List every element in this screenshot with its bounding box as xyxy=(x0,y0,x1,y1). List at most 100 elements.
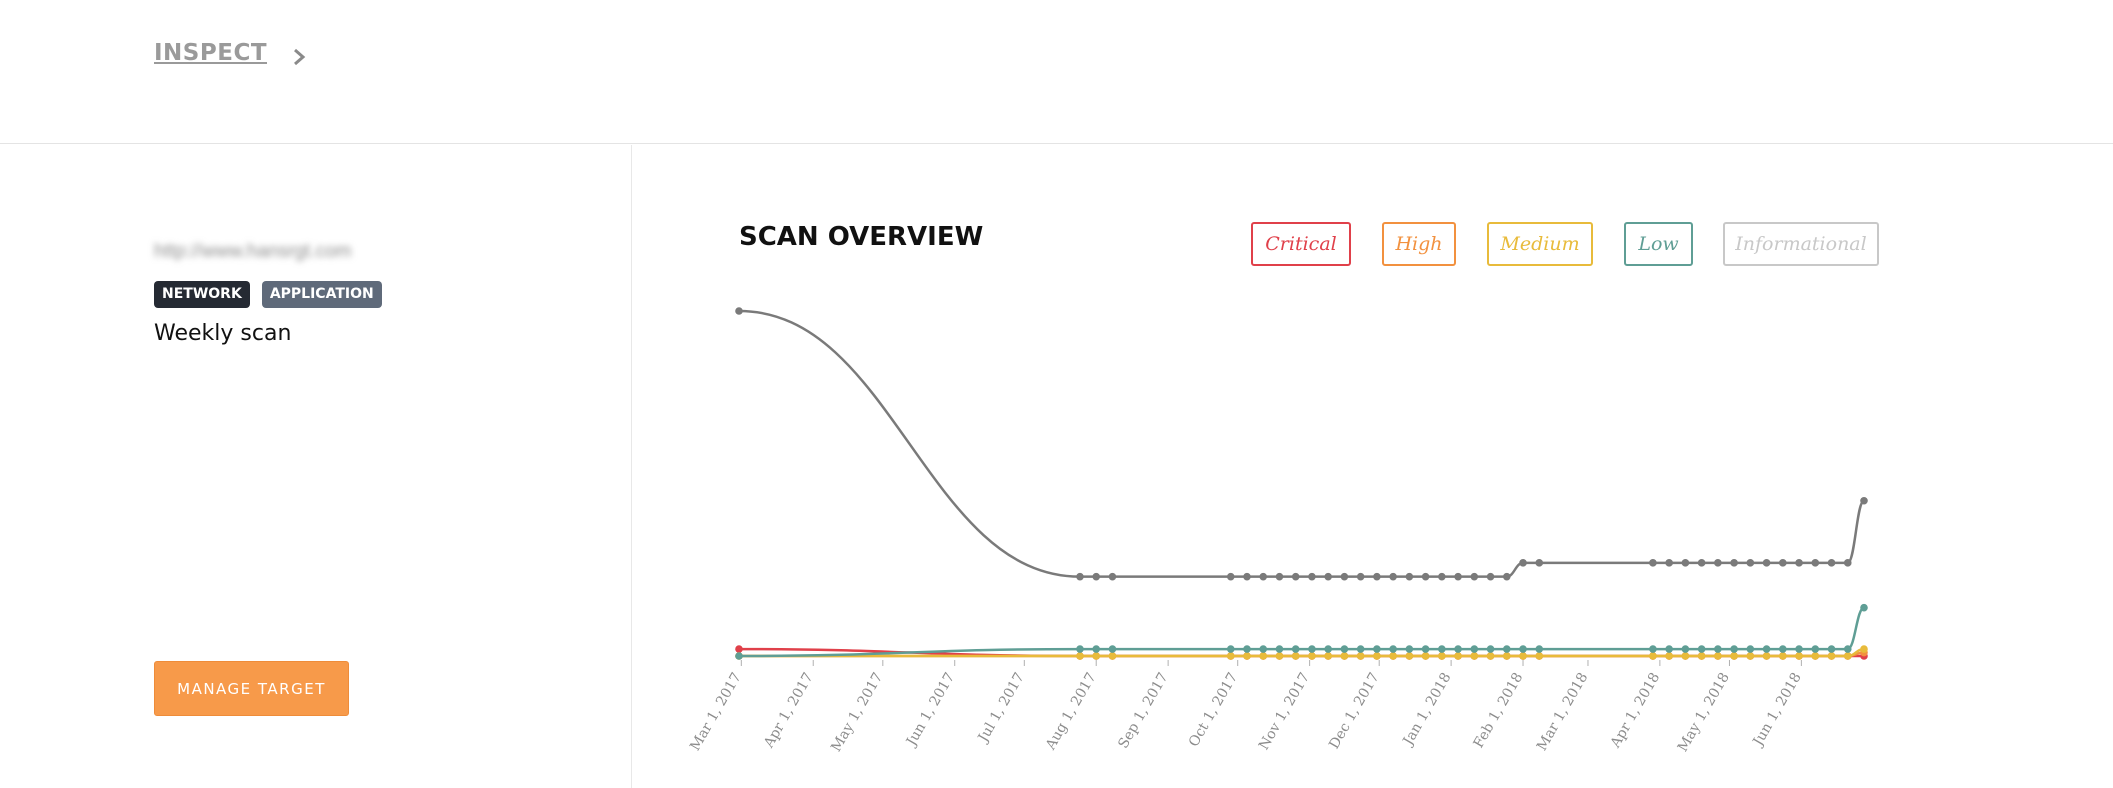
data-point-informational xyxy=(1486,572,1495,581)
data-point-medium xyxy=(1324,652,1332,660)
data-point-informational xyxy=(1843,559,1852,567)
data-point-low xyxy=(1421,645,1430,653)
data-point-critical xyxy=(735,645,743,653)
data-point-informational xyxy=(1827,559,1836,567)
data-point-informational xyxy=(1356,572,1365,581)
data-point-medium xyxy=(1405,652,1414,660)
x-tick-label: Oct 1, 2017 xyxy=(1186,670,1241,750)
data-point-medium xyxy=(1811,652,1820,660)
data-point-medium xyxy=(1697,652,1706,660)
data-point-informational xyxy=(1389,572,1397,581)
data-point-low xyxy=(1275,645,1284,653)
x-tick-label: Jun 1, 2017 xyxy=(903,670,959,750)
data-point-low xyxy=(1470,645,1479,653)
data-point-low xyxy=(1486,645,1495,653)
data-point-medium xyxy=(1681,652,1690,660)
data-point-medium xyxy=(1373,652,1381,660)
data-point-informational xyxy=(1373,572,1381,581)
data-point-low xyxy=(1811,645,1820,653)
data-point-low xyxy=(1076,645,1084,653)
data-point-low xyxy=(1438,645,1446,653)
x-tick-label: Mar 1, 2018 xyxy=(1534,670,1591,754)
data-point-low xyxy=(1226,645,1235,653)
top-bar: INSPECT xyxy=(0,0,2113,144)
data-point-low xyxy=(1665,645,1673,653)
data-point-medium xyxy=(1714,652,1722,660)
data-point-low xyxy=(1714,645,1722,653)
x-tick-label: Mar 1, 2017 xyxy=(687,670,744,754)
data-point-low xyxy=(1291,645,1300,653)
legend-informational-toggle[interactable]: Informational xyxy=(1723,222,1879,266)
data-point-medium xyxy=(1502,652,1511,660)
data-point-medium xyxy=(1519,652,1527,660)
breadcrumb-inspect-link[interactable]: INSPECT xyxy=(154,40,268,66)
data-point-informational xyxy=(1746,559,1755,567)
manage-target-button[interactable]: MANAGE TARGET xyxy=(154,661,349,716)
x-tick-label: Dec 1, 2017 xyxy=(1326,670,1382,752)
data-point-informational xyxy=(1076,572,1084,581)
data-point-low xyxy=(1454,645,1462,653)
data-point-medium xyxy=(1389,652,1397,660)
target-tags: NETWORK APPLICATION xyxy=(154,281,382,308)
data-point-low xyxy=(735,652,743,660)
data-point-low xyxy=(1259,645,1268,653)
data-point-low xyxy=(1373,645,1381,653)
data-point-medium xyxy=(1259,652,1268,660)
x-tick-label: Sep 1, 2017 xyxy=(1115,670,1171,751)
data-point-medium xyxy=(1779,652,1787,660)
x-tick-label: Apr 1, 2017 xyxy=(761,670,817,751)
data-point-medium xyxy=(1226,652,1235,660)
data-point-medium xyxy=(1340,652,1349,660)
data-point-medium xyxy=(1308,652,1316,660)
data-point-informational xyxy=(1762,559,1771,567)
data-point-low xyxy=(1405,645,1414,653)
data-point-informational xyxy=(1697,559,1706,567)
data-point-low xyxy=(1649,645,1657,653)
x-tick-label: Jan 1, 2018 xyxy=(1399,670,1454,750)
data-point-informational xyxy=(1519,559,1527,567)
x-tick-label: Feb 1, 2018 xyxy=(1471,670,1527,751)
data-point-informational xyxy=(1324,572,1332,581)
series-line-low xyxy=(738,606,1865,658)
data-point-informational xyxy=(1275,572,1284,581)
data-point-medium xyxy=(1535,652,1544,660)
data-point-informational xyxy=(735,307,743,315)
data-point-medium xyxy=(1730,652,1738,660)
legend-critical-toggle[interactable]: Critical xyxy=(1251,222,1351,266)
data-point-low xyxy=(1340,645,1349,653)
chevron-right-icon xyxy=(294,48,306,66)
data-point-medium xyxy=(1486,652,1495,660)
legend-low-toggle[interactable]: Low xyxy=(1624,222,1693,266)
data-point-low xyxy=(1827,645,1836,653)
x-tick-label: May 1, 2017 xyxy=(828,670,886,755)
data-point-medium xyxy=(1746,652,1755,660)
legend-medium-toggle[interactable]: Medium xyxy=(1487,222,1593,266)
data-point-informational xyxy=(1730,559,1738,567)
data-point-low xyxy=(1324,645,1332,653)
data-point-informational xyxy=(1454,572,1462,581)
data-point-medium xyxy=(1762,652,1771,660)
data-point-low xyxy=(1535,645,1544,653)
x-tick-label: Jul 1, 2017 xyxy=(974,670,1027,746)
x-tick-label: May 1, 2018 xyxy=(1675,670,1733,755)
data-point-low xyxy=(1108,645,1117,653)
data-point-medium xyxy=(1076,652,1084,660)
data-point-low xyxy=(1843,645,1852,653)
data-point-medium xyxy=(1291,652,1300,660)
data-point-informational xyxy=(1795,559,1803,567)
data-point-informational xyxy=(1502,572,1511,581)
data-point-low xyxy=(1681,645,1690,653)
data-point-low xyxy=(1779,645,1787,653)
data-point-medium xyxy=(1843,652,1852,660)
data-point-informational xyxy=(1308,572,1316,581)
data-point-informational xyxy=(1092,572,1101,581)
data-point-low xyxy=(1243,645,1251,653)
data-point-informational xyxy=(1779,559,1787,567)
data-point-informational xyxy=(1340,572,1349,581)
legend-high-toggle[interactable]: High xyxy=(1382,222,1456,266)
data-point-informational xyxy=(1108,572,1117,581)
data-point-informational xyxy=(1421,572,1430,581)
data-point-informational xyxy=(1405,572,1414,581)
data-point-low xyxy=(1860,603,1868,612)
